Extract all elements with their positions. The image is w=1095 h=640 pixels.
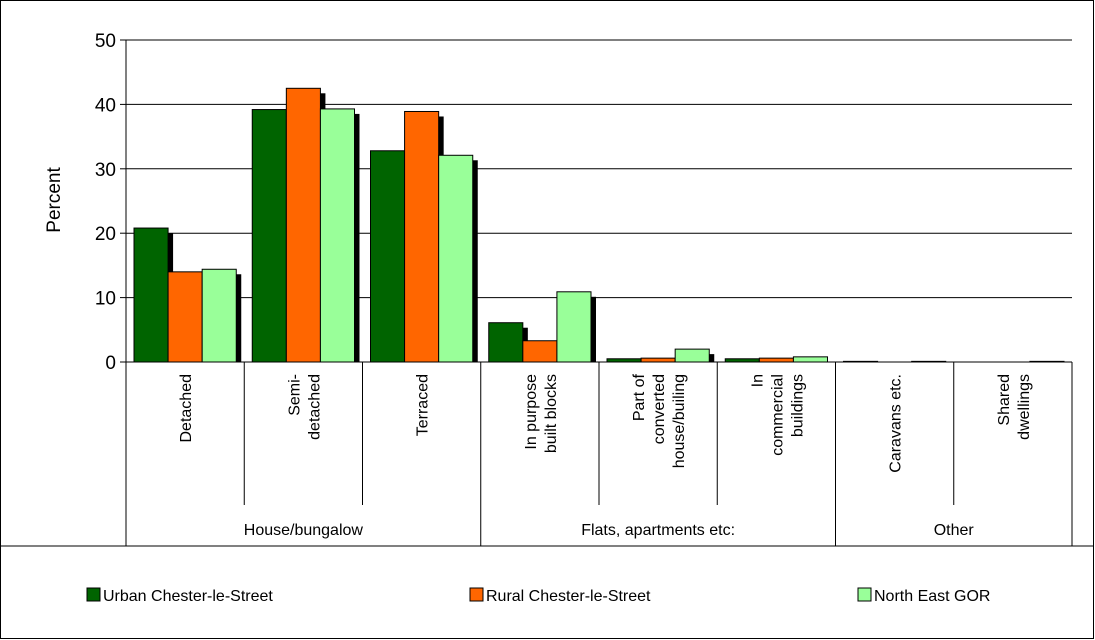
legend: Urban Chester-le-Street Rural Chester-le-… (86, 587, 990, 605)
bar (556, 291, 592, 363)
bar (488, 322, 524, 363)
y-tick-label: 10 (95, 289, 116, 310)
legend-label: Rural Chester-le-Street (486, 588, 651, 605)
legend-label: North East GOR (874, 588, 990, 605)
y-tick-label: 40 (95, 95, 116, 116)
bar (674, 348, 710, 363)
bar (404, 110, 440, 363)
x-tick-label: house/builing (671, 374, 688, 468)
bar (319, 108, 355, 363)
x-tick-label: Part of (631, 373, 648, 421)
bar (285, 87, 321, 363)
x-tick-label: detached (306, 374, 323, 440)
x-tick-label: converted (651, 374, 668, 444)
bar (370, 150, 406, 363)
x-tick-label: Terraced (415, 374, 432, 436)
x-tick-label: commercial (769, 374, 786, 456)
bar (201, 268, 237, 363)
x-tick-label: Shared (996, 374, 1013, 426)
y-axis-label: Percent (44, 167, 65, 233)
bar (758, 357, 794, 363)
x-axis: Detached Semi-detached Terraced In purpose b… (0, 361, 1094, 547)
y-tick-label: 0 (105, 353, 116, 374)
x-tick-label: dwellings (1016, 374, 1033, 440)
bar (167, 271, 203, 363)
bar (438, 154, 474, 363)
x-tick-label: Detached (178, 374, 195, 443)
x-group-label: Other (934, 522, 975, 539)
y-tick-label: 20 (95, 224, 116, 245)
bar (640, 357, 676, 363)
x-tick-label: Semi- (286, 374, 303, 416)
legend-swatch (469, 587, 484, 602)
x-tick-label: Caravans etc. (888, 374, 905, 473)
x-tick-label: In (749, 374, 766, 387)
x-group-label: House/bungalow (244, 522, 364, 539)
bar (792, 356, 829, 363)
y-tick-label: 50 (95, 31, 116, 52)
x-tick-label: built blocks (543, 374, 560, 453)
x-tick-label: In purpose (523, 374, 540, 450)
bar (522, 340, 558, 363)
x-tick-label: buildings (789, 374, 806, 437)
legend-swatch (857, 587, 872, 602)
bar (133, 227, 169, 363)
x-group-label: Flats, apartments etc: (581, 522, 735, 539)
y-tick-label: 30 (95, 160, 116, 181)
bar (251, 109, 287, 363)
legend-swatch (86, 587, 101, 602)
legend-label: Urban Chester-le-Street (103, 588, 273, 605)
y-axis: 0 10 20 30 40 50 (95, 31, 127, 374)
